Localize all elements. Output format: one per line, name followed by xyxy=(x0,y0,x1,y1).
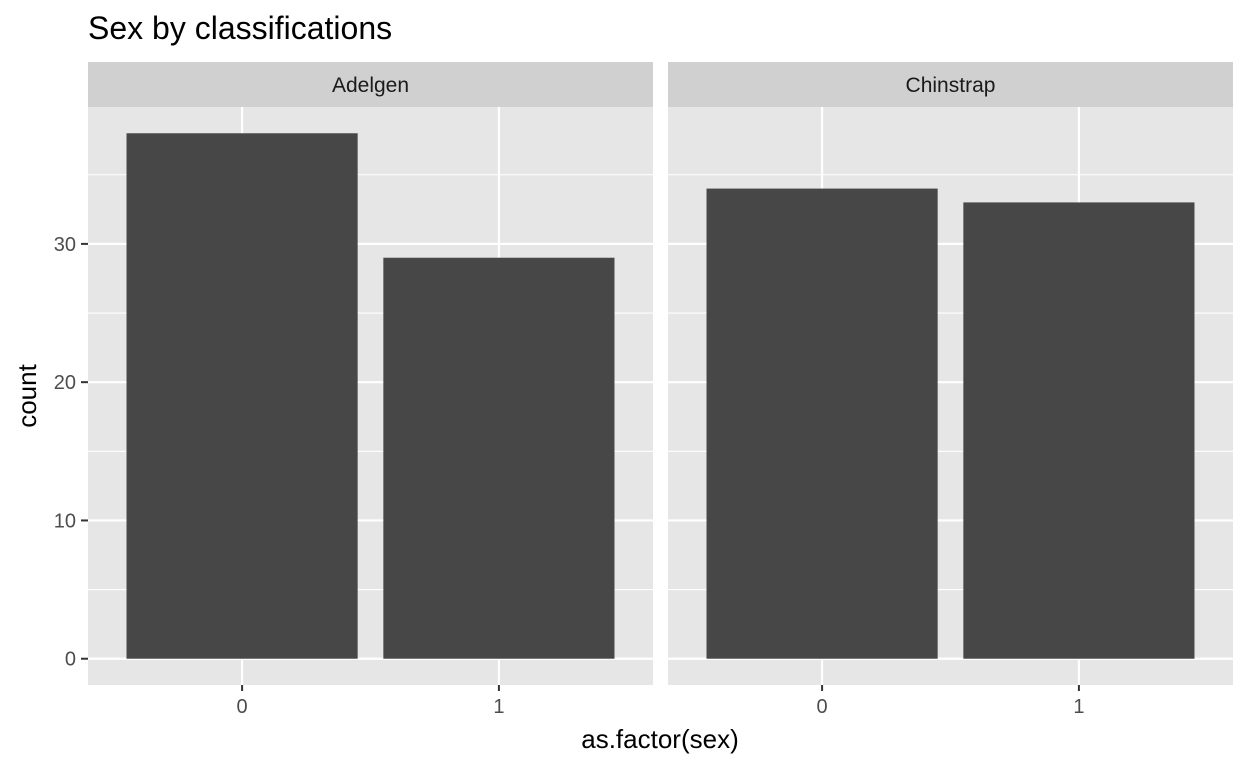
facet-strip-label: Chinstrap xyxy=(906,74,996,97)
facet-panels: Adelgen 0 1 Chinstrap 0 1 xyxy=(88,62,1233,718)
facet-panel-adelgen: Adelgen 0 1 xyxy=(88,62,653,718)
x-tick-label: 0 xyxy=(817,696,828,718)
y-tick-label: 30 xyxy=(54,234,76,256)
y-tick-label: 0 xyxy=(65,649,76,671)
x-tick-label: 1 xyxy=(1073,696,1084,718)
x-axis-title: as.factor(sex) xyxy=(581,724,739,754)
facet-strip xyxy=(88,62,653,107)
y-tick-label: 20 xyxy=(54,372,76,394)
y-axis: 0 10 20 30 xyxy=(54,234,88,671)
bar-adelgen-1 xyxy=(383,257,615,659)
chart-title: Sex by classifications xyxy=(88,10,392,46)
facet-panel-chinstrap: Chinstrap 0 1 xyxy=(668,62,1233,718)
facet-strip xyxy=(668,62,1233,107)
x-tick-label: 0 xyxy=(237,696,248,718)
bar-adelgen-0 xyxy=(126,133,358,659)
y-tick-label: 10 xyxy=(54,510,76,532)
bar-chinstrap-1 xyxy=(963,202,1195,659)
y-axis-title: count xyxy=(12,363,42,427)
x-tick-label: 1 xyxy=(493,696,504,718)
facet-strip-label: Adelgen xyxy=(332,74,409,97)
bar-chinstrap-0 xyxy=(706,188,938,659)
